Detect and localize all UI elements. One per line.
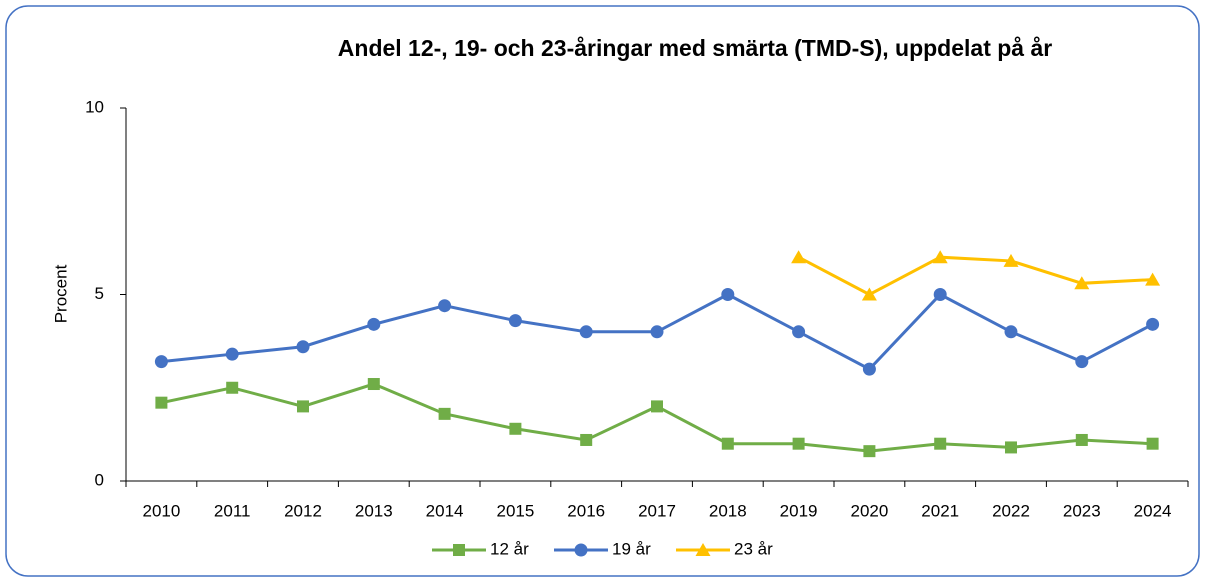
data-point bbox=[509, 422, 522, 435]
data-point bbox=[651, 400, 663, 413]
data-point bbox=[367, 378, 380, 391]
y-axis-label: Procent bbox=[51, 264, 70, 323]
data-point bbox=[508, 314, 522, 328]
data-point bbox=[438, 407, 451, 420]
data-point bbox=[933, 288, 947, 301]
data-point bbox=[1003, 253, 1019, 267]
data-point bbox=[862, 362, 876, 376]
data-point bbox=[155, 396, 168, 409]
data-point bbox=[650, 325, 664, 339]
data-point bbox=[932, 250, 948, 264]
data-point bbox=[1146, 437, 1159, 450]
y-tick-label: 0 bbox=[95, 470, 104, 489]
data-point bbox=[791, 250, 807, 264]
data-point bbox=[1146, 317, 1160, 331]
data-point bbox=[1145, 272, 1161, 286]
x-tick-label: 2013 bbox=[355, 501, 393, 520]
legend-label: 19 år bbox=[612, 539, 651, 558]
data-point bbox=[297, 400, 309, 413]
x-tick-label: 2022 bbox=[992, 501, 1030, 520]
x-tick-label: 2016 bbox=[567, 501, 605, 520]
chart-title: Andel 12-, 19- och 23-åringar med smärta… bbox=[338, 35, 1052, 61]
data-point bbox=[1004, 325, 1018, 339]
data-point bbox=[1075, 433, 1088, 446]
x-tick-label: 2014 bbox=[426, 501, 464, 520]
x-tick-label: 2020 bbox=[850, 501, 888, 520]
y-tick-label: 5 bbox=[95, 284, 104, 303]
legend-label: 23 år bbox=[734, 539, 773, 558]
series-line bbox=[797, 255, 1153, 297]
x-tick-label: 2017 bbox=[638, 501, 676, 520]
data-point bbox=[792, 437, 805, 450]
data-point bbox=[1005, 441, 1017, 454]
legend-marker bbox=[574, 543, 588, 557]
x-tick-label: 2021 bbox=[921, 501, 959, 520]
data-point bbox=[367, 317, 381, 331]
data-point bbox=[721, 437, 734, 450]
data-point bbox=[861, 287, 877, 301]
x-tick-label: 2012 bbox=[284, 501, 322, 520]
x-tick-label: 2015 bbox=[496, 501, 534, 520]
data-point bbox=[934, 437, 947, 450]
frame bbox=[5, 5, 1200, 577]
x-tick-label: 2019 bbox=[780, 501, 818, 520]
legend-label: 12 år bbox=[490, 539, 529, 558]
legend-marker bbox=[695, 543, 711, 556]
data-point bbox=[225, 347, 239, 361]
x-tick-label: 2011 bbox=[214, 501, 251, 520]
y-tick-label: 10 bbox=[85, 97, 104, 116]
data-point bbox=[296, 340, 310, 354]
x-tick-label: 2018 bbox=[709, 501, 747, 520]
legend-marker bbox=[453, 544, 465, 556]
data-point bbox=[1075, 355, 1089, 369]
data-point bbox=[1074, 276, 1090, 290]
data-point bbox=[154, 355, 168, 369]
data-point bbox=[579, 325, 593, 339]
data-point bbox=[863, 445, 876, 458]
data-point bbox=[792, 325, 806, 339]
data-point bbox=[580, 433, 593, 446]
x-tick-label: 2023 bbox=[1063, 501, 1101, 520]
data-point bbox=[438, 299, 452, 313]
data-point bbox=[721, 288, 735, 301]
data-point bbox=[226, 381, 239, 394]
x-tick-label: 2024 bbox=[1134, 501, 1172, 520]
x-tick-label: 2010 bbox=[142, 501, 180, 520]
